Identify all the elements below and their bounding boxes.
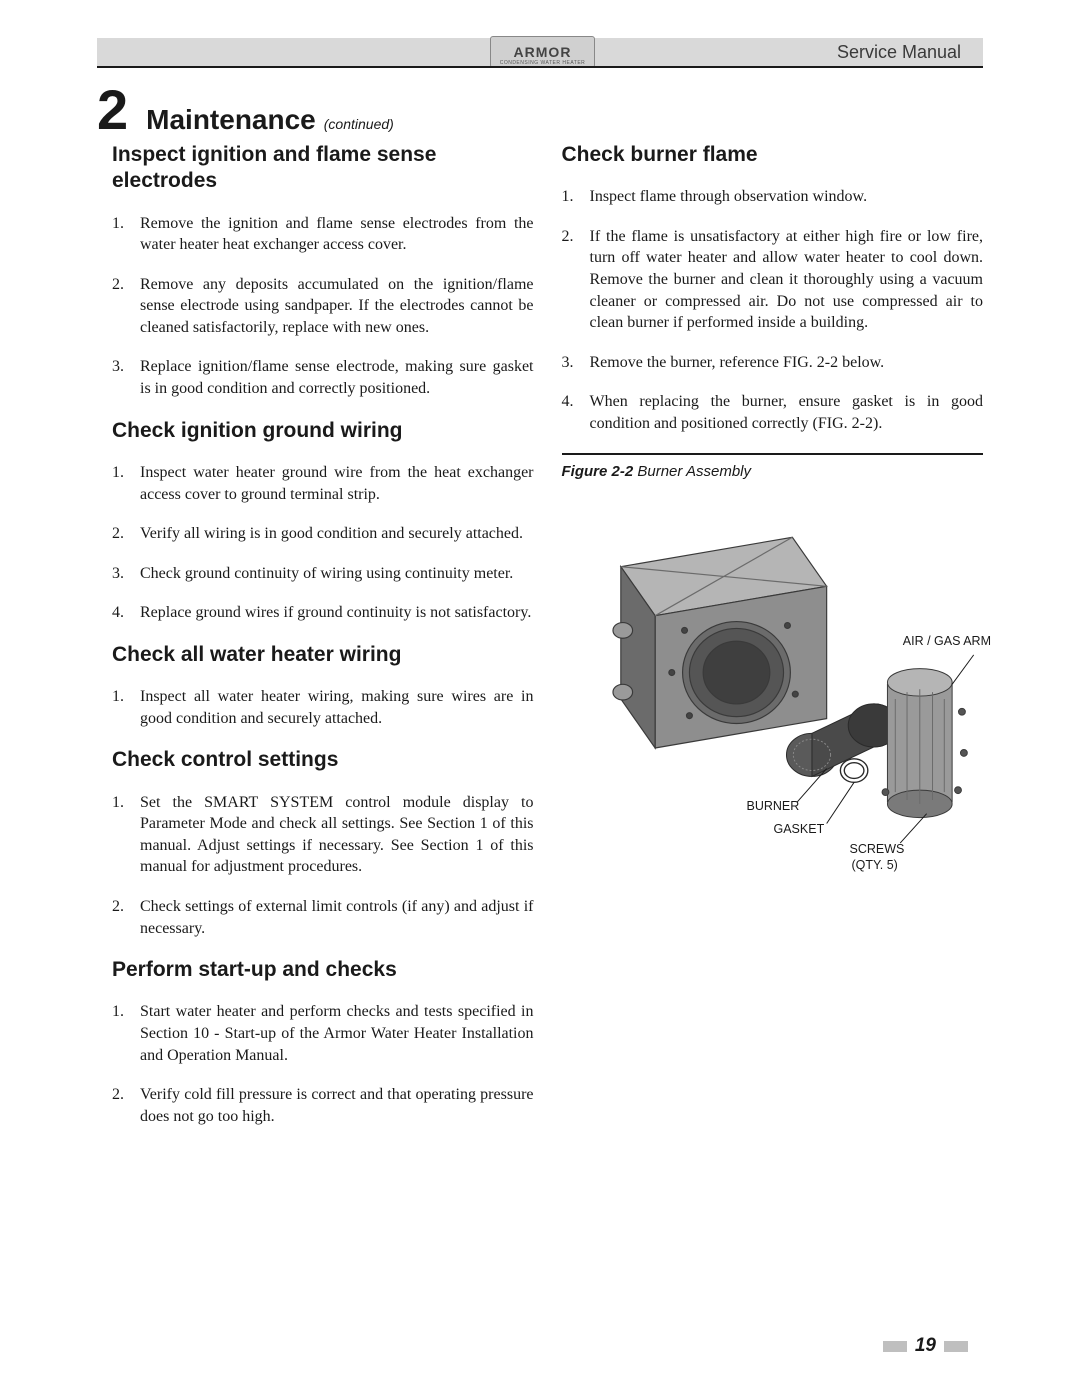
section-heading: Check ignition ground wiring bbox=[112, 418, 534, 444]
figure-rule bbox=[562, 453, 984, 455]
step-item: Remove the ignition and flame sense elec… bbox=[112, 213, 534, 256]
footer-ornament-right bbox=[944, 1341, 968, 1352]
page-footer: 19 bbox=[883, 1335, 968, 1357]
figure-number: Figure 2-2 bbox=[562, 463, 634, 480]
header-rule bbox=[97, 66, 983, 68]
step-item: Verify cold fill pressure is correct and… bbox=[112, 1084, 534, 1127]
callout-air-gas-arm: AIR / GAS ARM bbox=[903, 634, 991, 648]
chapter-title: Maintenance bbox=[146, 104, 316, 135]
step-item: Replace ignition/flame sense electrode, … bbox=[112, 356, 534, 399]
step-item: Remove any deposits accumulated on the i… bbox=[112, 274, 534, 339]
chapter-heading: 2 Maintenance (continued) bbox=[97, 82, 394, 138]
step-item: Check settings of external limit control… bbox=[112, 896, 534, 939]
callout-screws: SCREWS bbox=[850, 842, 905, 856]
section-heading: Inspect ignition and flame sense electro… bbox=[112, 142, 534, 195]
burner-assembly-diagram bbox=[562, 494, 984, 904]
figure-2-2: AIR / GAS ARM BURNER GASKET SCREWS (QTY.… bbox=[562, 494, 984, 904]
left-column: Inspect ignition and flame sense electro… bbox=[112, 142, 534, 1145]
step-list: Inspect all water heater wiring, making … bbox=[112, 686, 534, 729]
step-item: Replace ground wires if ground continuit… bbox=[112, 602, 534, 624]
step-item: Inspect water heater ground wire from th… bbox=[112, 462, 534, 505]
step-list: Inspect water heater ground wire from th… bbox=[112, 462, 534, 624]
step-item: Start water heater and perform checks an… bbox=[112, 1001, 534, 1066]
figure-title: Burner Assembly bbox=[633, 463, 751, 480]
step-item: Inspect flame through observation window… bbox=[562, 186, 984, 208]
section-heading: Check all water heater wiring bbox=[112, 642, 534, 668]
step-item: When replacing the burner, ensure gasket… bbox=[562, 391, 984, 434]
step-item: If the flame is unsatisfactory at either… bbox=[562, 226, 984, 334]
brand-logo: ARMOR CONDENSING WATER HEATER bbox=[490, 36, 595, 68]
step-list: Set the SMART SYSTEM control module disp… bbox=[112, 792, 534, 940]
step-item: Remove the burner, reference FIG. 2-2 be… bbox=[562, 352, 984, 374]
step-list: Remove the ignition and flame sense elec… bbox=[112, 213, 534, 400]
right-column: Check burner flame Inspect flame through… bbox=[562, 142, 984, 1145]
step-item: Check ground continuity of wiring using … bbox=[112, 563, 534, 585]
doc-type: Service Manual bbox=[837, 42, 961, 63]
footer-ornament-left bbox=[883, 1341, 907, 1352]
section-heading: Check burner flame bbox=[562, 142, 984, 168]
section-heading: Check control settings bbox=[112, 747, 534, 773]
chapter-number: 2 bbox=[97, 82, 128, 138]
step-item: Inspect all water heater wiring, making … bbox=[112, 686, 534, 729]
section-heading: Perform start-up and checks bbox=[112, 957, 534, 983]
step-item: Verify all wiring is in good condition a… bbox=[112, 523, 534, 545]
brand-text: ARMOR bbox=[514, 44, 572, 60]
content-columns: Inspect ignition and flame sense electro… bbox=[112, 142, 983, 1145]
step-list: Inspect flame through observation window… bbox=[562, 186, 984, 434]
step-list: Start water heater and perform checks an… bbox=[112, 1001, 534, 1127]
step-item: Set the SMART SYSTEM control module disp… bbox=[112, 792, 534, 878]
page-number: 19 bbox=[915, 1335, 936, 1357]
figure-caption: Figure 2-2 Burner Assembly bbox=[562, 463, 984, 480]
callout-burner: BURNER bbox=[747, 799, 800, 813]
callout-screws-qty: (QTY. 5) bbox=[852, 858, 898, 872]
chapter-continued: (continued) bbox=[324, 116, 394, 132]
callout-gasket: GASKET bbox=[774, 822, 825, 836]
